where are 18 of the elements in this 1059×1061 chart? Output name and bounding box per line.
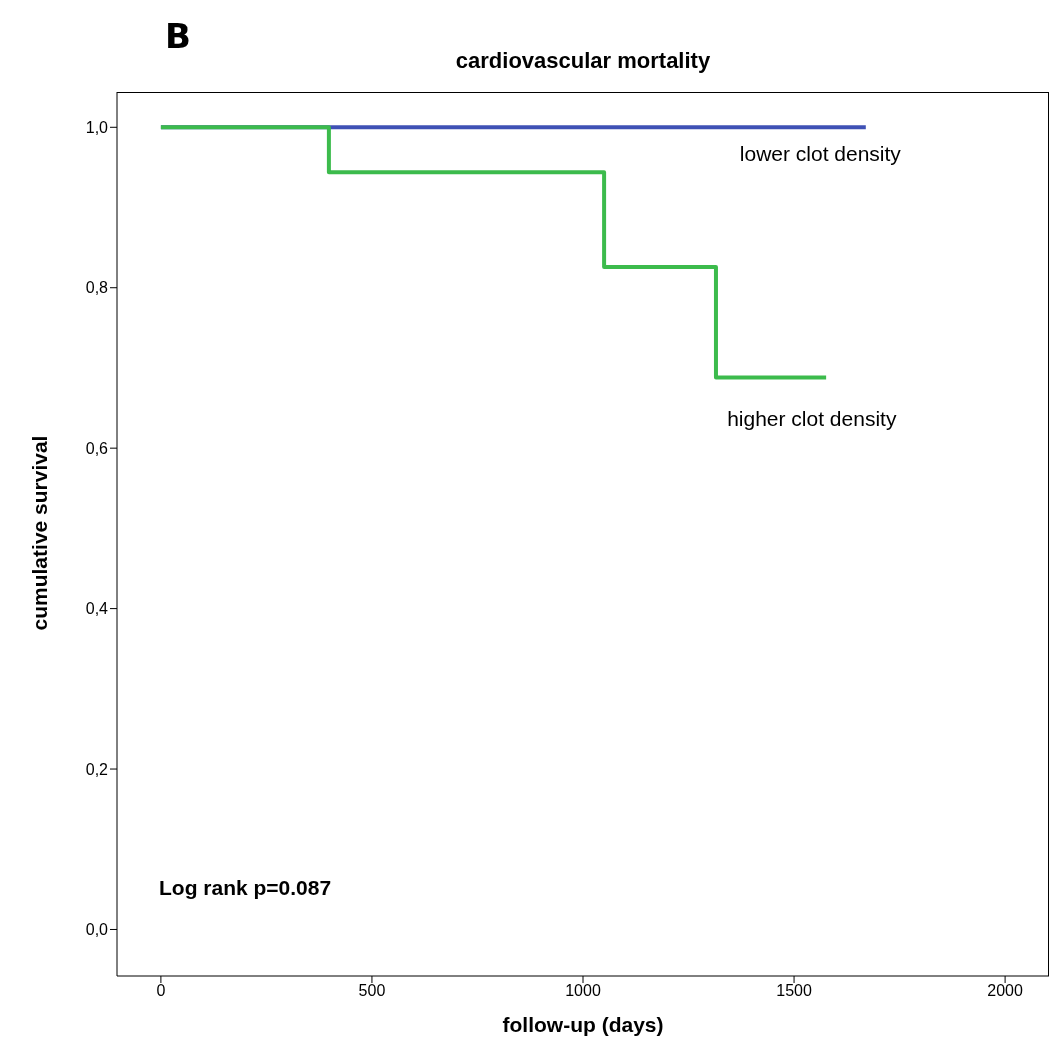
series-label: lower clot density xyxy=(739,142,902,166)
y-tick-label: 0,2 xyxy=(85,760,109,778)
y-tick-label: 0,0 xyxy=(85,921,109,939)
x-tick-label: 0 xyxy=(156,982,166,1000)
x-tick-label: 500 xyxy=(358,982,386,1000)
y-tick-label: 0,6 xyxy=(85,439,109,457)
y-tick-label: 1,0 xyxy=(85,118,109,136)
annotation: Log rank p=0.087 xyxy=(159,876,332,900)
series-label: higher clot density xyxy=(727,406,897,430)
x-tick-label: 1500 xyxy=(776,982,812,1000)
x-tick-label: 1000 xyxy=(565,982,601,1000)
chart-title: cardiovascular mortality xyxy=(455,48,711,73)
x-tick-label: 2000 xyxy=(987,982,1023,1000)
y-tick-label: 0,8 xyxy=(85,279,109,297)
text: B xyxy=(165,16,191,56)
x-axis-title: follow-up (days) xyxy=(501,1013,665,1037)
y-axis-title: cumulative survival xyxy=(28,435,52,631)
y-tick-label: 0,4 xyxy=(85,600,109,618)
